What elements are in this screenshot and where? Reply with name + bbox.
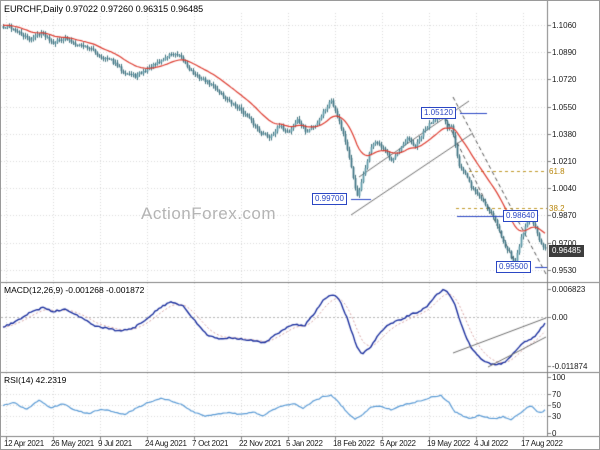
date-axis-tick: 17 Aug 2022	[521, 439, 563, 448]
price-axis-tick: 1.0210	[552, 157, 577, 166]
price-axis-tick: 1.1060	[552, 21, 577, 30]
date-axis-tick: 12 Apr 2021	[4, 439, 44, 448]
fibonacci-level-label: 38.2	[549, 203, 565, 213]
price-axis-tick: 1.0720	[552, 75, 577, 85]
price-axis-tick: 1.0890	[552, 48, 577, 58]
fibonacci-level-label: 61.8	[549, 167, 565, 177]
date-axis-tick: 7 Oct 2021	[192, 439, 229, 448]
date-axis-tick: 4 Jul 2022	[474, 439, 508, 448]
date-axis-tick: 5 Jan 2022	[286, 439, 323, 448]
price-level-label[interactable]: 0.95500	[496, 260, 531, 273]
date-axis-tick: 9 Jul 2021	[98, 439, 132, 448]
rsi-axis-tick: 30	[552, 412, 561, 422]
price-axis-tick: 1.0380	[552, 129, 577, 139]
rsi-indicator-label: RSI(14) 42.2319	[4, 375, 67, 385]
price-level-label[interactable]: 1.05120	[421, 106, 456, 119]
macd-axis-tick: -0.011874	[552, 361, 588, 371]
actionforex-watermark: ActionForex.com	[141, 204, 277, 223]
price-level-label[interactable]: 0.99700	[312, 193, 347, 206]
price-axis-tick: 0.9700	[552, 238, 577, 248]
macd-axis-tick: 0.006823	[552, 284, 586, 294]
rsi-axis-tick: 100	[552, 373, 566, 382]
price-axis-tick: 0.9870	[552, 211, 577, 221]
price-axis-tick: 0.9530	[552, 265, 577, 275]
macd-axis-tick: 0.00	[552, 313, 568, 322]
date-axis-tick: 5 Apr 2022	[380, 439, 416, 448]
price-axis-tick: 1.0040	[552, 184, 577, 194]
rsi-axis-tick: 0	[552, 429, 557, 438]
rsi-axis-tick: 50	[552, 401, 561, 410]
price-level-label[interactable]: 0.98640	[503, 210, 538, 223]
date-axis-tick: 24 Aug 2021	[145, 439, 187, 448]
macd-indicator-label: MACD(12,26,9) -0.001268 -0.001872	[4, 285, 145, 295]
current-price-badge: 0.96485	[549, 245, 584, 257]
symbol-ohlc-title: EURCHF,Daily 0.97022 0.97260 0.96315 0.9…	[4, 4, 204, 14]
date-axis-tick: 22 Nov 2021	[239, 439, 282, 448]
date-axis-tick: 18 Feb 2022	[333, 439, 375, 448]
date-axis-tick: 19 May 2022	[427, 439, 470, 448]
price-axis-tick: 1.0550	[552, 102, 577, 112]
date-axis-tick: 26 May 2021	[51, 439, 94, 448]
rsi-axis-tick: 70	[552, 389, 561, 399]
